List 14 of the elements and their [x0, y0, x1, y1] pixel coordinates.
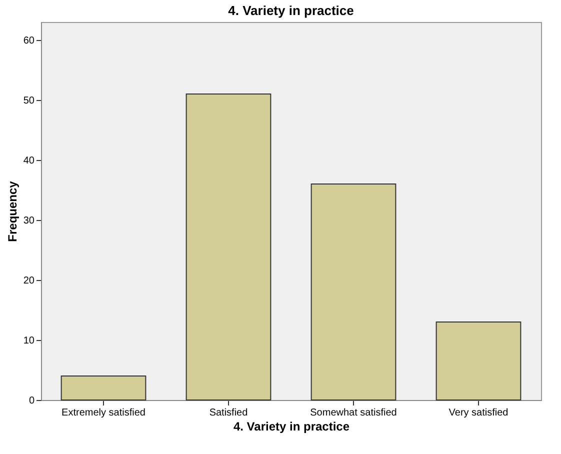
x-tick-label: Satisfied	[209, 408, 248, 418]
y-tick-label: 40	[23, 156, 35, 166]
x-tick-label: Extremely satisfied	[62, 408, 146, 418]
y-tick-label: 60	[23, 36, 35, 46]
x-axis-title: 4. Variety in practice	[233, 420, 350, 434]
y-tick-label: 0	[28, 396, 35, 406]
y-tick-label: 20	[23, 276, 35, 286]
x-tick-label: Somewhat satisfied	[310, 408, 397, 418]
y-axis-title: Frequency	[5, 180, 20, 242]
y-tick-label: 30	[23, 216, 35, 226]
y-tick-label: 50	[23, 96, 35, 106]
chart-title: 4. Variety in practice	[228, 3, 354, 18]
y-tick-label: 10	[23, 336, 35, 346]
x-tick-label: Very satisfied	[448, 408, 508, 418]
